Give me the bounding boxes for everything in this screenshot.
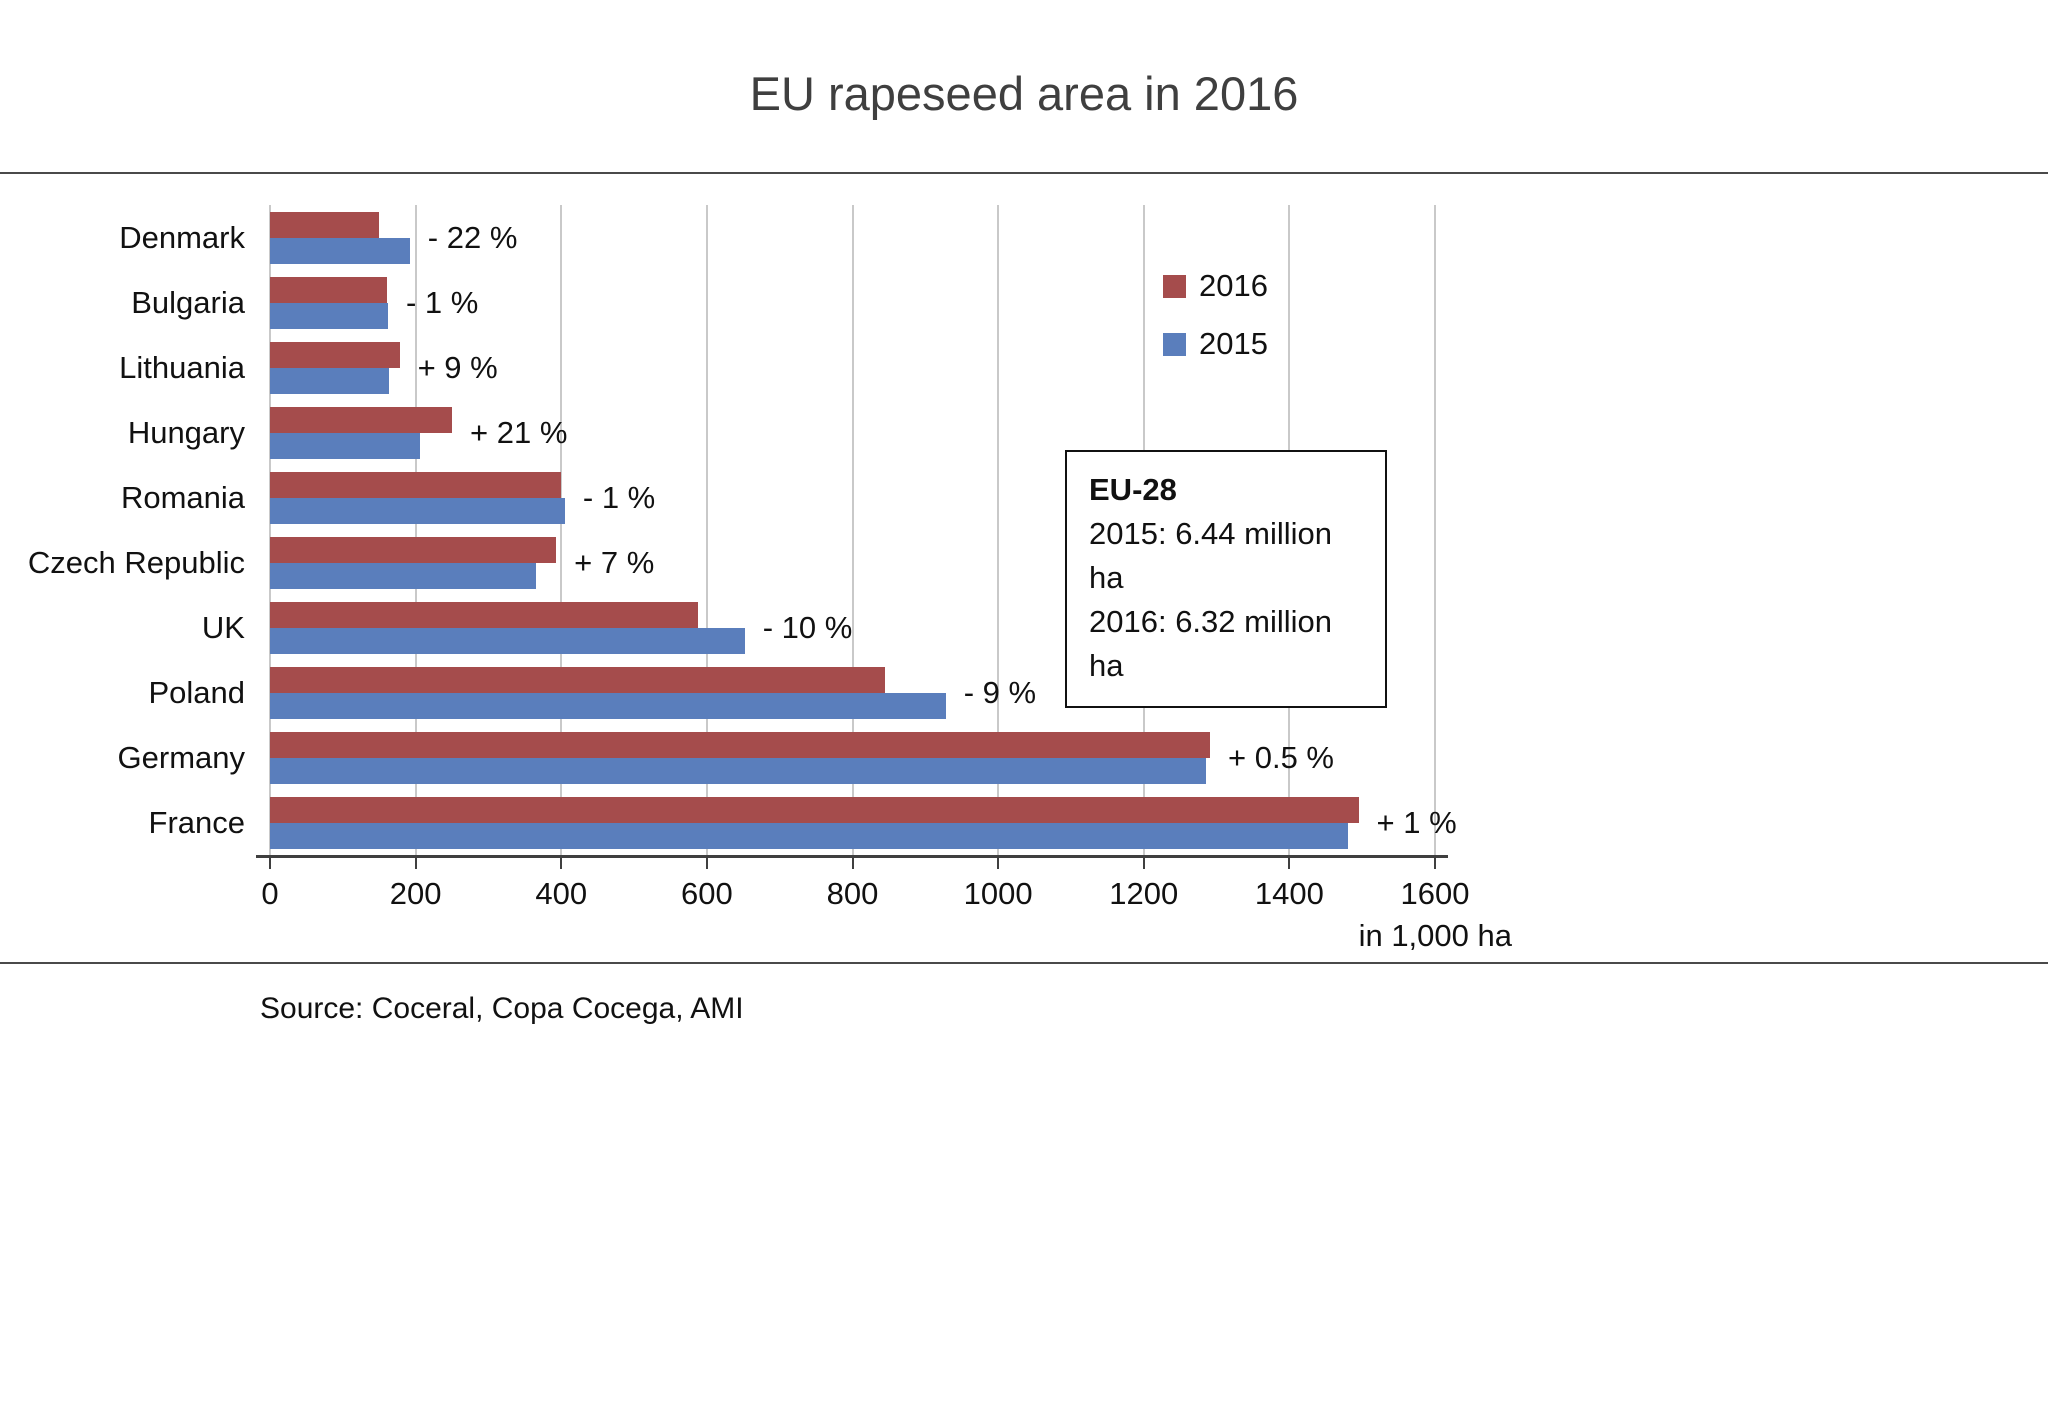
bar-2015 [270,237,410,264]
legend-item-2016: 2016 [1163,268,1268,304]
bar-2015 [270,367,389,394]
gridline-0 [269,205,271,855]
legend-label-2015: 2015 [1199,326,1268,361]
tickmark-1600 [1434,858,1436,869]
change-label: - 1 % [582,479,656,515]
x-tick-marks [269,858,1436,870]
x-tick-label-0: 0 [261,876,279,911]
bar-2016 [270,601,699,628]
change-label: + 0.5 % [1228,739,1334,775]
bar-group-denmark: - 22 % [270,205,1435,270]
bar-group-lithuania: + 9 % [270,335,1435,400]
category-label-bulgaria: Bulgaria [131,284,245,320]
legend: 2016 2015 [1163,268,1268,362]
bar-2016 [270,666,886,693]
gridline-1600 [1434,205,1436,855]
change-label: - 10 % [762,609,853,645]
chart-title: EU rapeseed area in 2016 [749,67,1299,120]
top-divider [0,172,2048,174]
category-label-romania: Romania [120,479,245,515]
x-tick-label-1600: 1600 [1400,876,1470,911]
bar-2016 [270,731,1210,758]
change-label: - 22 % [427,219,518,255]
bar-group-germany: + 0.5 % [270,725,1435,790]
gridline-400 [560,205,563,855]
bar-2016 [270,341,400,368]
y-labels: Denmark Bulgaria Lithuania Hungary Romania Cz… [0,205,245,855]
bar-2015 [270,497,565,524]
legend-label-2016: 2016 [1199,268,1268,303]
bar-2015 [270,757,1206,784]
change-label: + 7 % [574,544,655,580]
x-tick-label-600: 600 [681,876,733,911]
annotation-heading: EU-28 [1089,472,1177,507]
annotation-line-2015: 2015: 6.44 million ha [1089,516,1332,596]
x-axis-unit-label: in 1,000 ha [1358,918,1512,953]
tickmark-600 [705,858,708,869]
x-axis-line [256,855,1448,858]
bar-2016 [270,211,380,238]
category-label-uk: UK [201,609,245,645]
annotation-line-2016: 2016: 6.32 million ha [1089,604,1332,684]
bar-2016 [270,471,562,498]
bar-group-romania: - 1 % [270,465,1435,530]
tickmark-400 [560,858,563,869]
category-label-czech-republic: Czech Republic [27,544,245,580]
bottom-divider [0,962,2048,964]
tickmark-1000 [997,858,1000,869]
x-tick-label-400: 400 [535,876,588,911]
category-label-germany: Germany [117,739,245,775]
x-tick-label-1400: 1400 [1254,876,1324,911]
plot-area: - 22 % - 1 % + 9 % + 21 % - 1 % + 7 % - 10 % - … [269,205,1457,855]
change-label: - 9 % [963,674,1037,710]
bar-2015 [270,692,946,719]
bar-2016 [270,536,557,563]
bar-2016 [270,406,453,433]
bar-2016 [270,796,1359,823]
x-tick-label-1200: 1200 [1109,876,1179,911]
x-tick-label-1000: 1000 [963,876,1033,911]
gridline-800 [851,205,854,855]
change-label: + 21 % [470,414,568,450]
bar-2015 [270,627,745,654]
gridline-1000 [997,205,1000,855]
x-tick-label-800: 800 [826,876,879,911]
category-label-poland: Poland [148,674,245,710]
tickmark-1400 [1288,858,1291,869]
bar-group-poland: - 9 % [270,660,1435,725]
change-label: - 1 % [405,284,479,320]
tickmark-1200 [1142,858,1145,869]
change-label: + 1 % [1376,804,1457,840]
bar-2015 [270,302,388,329]
legend-swatch-2015 [1163,332,1186,356]
bar-2015 [270,562,537,589]
legend-item-2015: 2015 [1163,326,1268,362]
bar-rows: - 22 % - 1 % + 9 % + 21 % - 1 % + 7 % - 10 % - … [270,205,1457,855]
gridline-200 [414,205,417,855]
bar-group-france: + 1 % [270,790,1457,855]
category-label-france: France [148,804,245,840]
category-label-lithuania: Lithuania [119,349,245,385]
bar-2015 [270,822,1348,849]
bar-group-czech-republic: + 7 % [270,530,1435,595]
legend-swatch-2016 [1163,274,1186,298]
x-tick-labels: 0 200 400 600 800 1000 1200 1400 1600 [261,876,1469,916]
source-text: Source: Coceral, Copa Cocega, AMI [260,992,744,1025]
category-label-hungary: Hungary [127,414,245,450]
tickmark-800 [851,858,854,869]
x-tick-label-200: 200 [389,876,442,911]
category-label-denmark: Denmark [119,219,245,255]
change-label: + 9 % [417,349,498,385]
tickmark-0 [269,858,271,869]
annotation-box: EU-28 2015: 6.44 million ha 2016: 6.32 m… [1065,450,1387,709]
bar-group-uk: - 10 % [270,595,1435,660]
tickmark-200 [414,858,417,869]
bar-group-hungary: + 21 % [270,400,1435,465]
bar-2015 [270,432,420,459]
gridline-600 [705,205,708,855]
bar-group-bulgaria: - 1 % [270,270,1435,335]
bar-2016 [270,276,387,303]
